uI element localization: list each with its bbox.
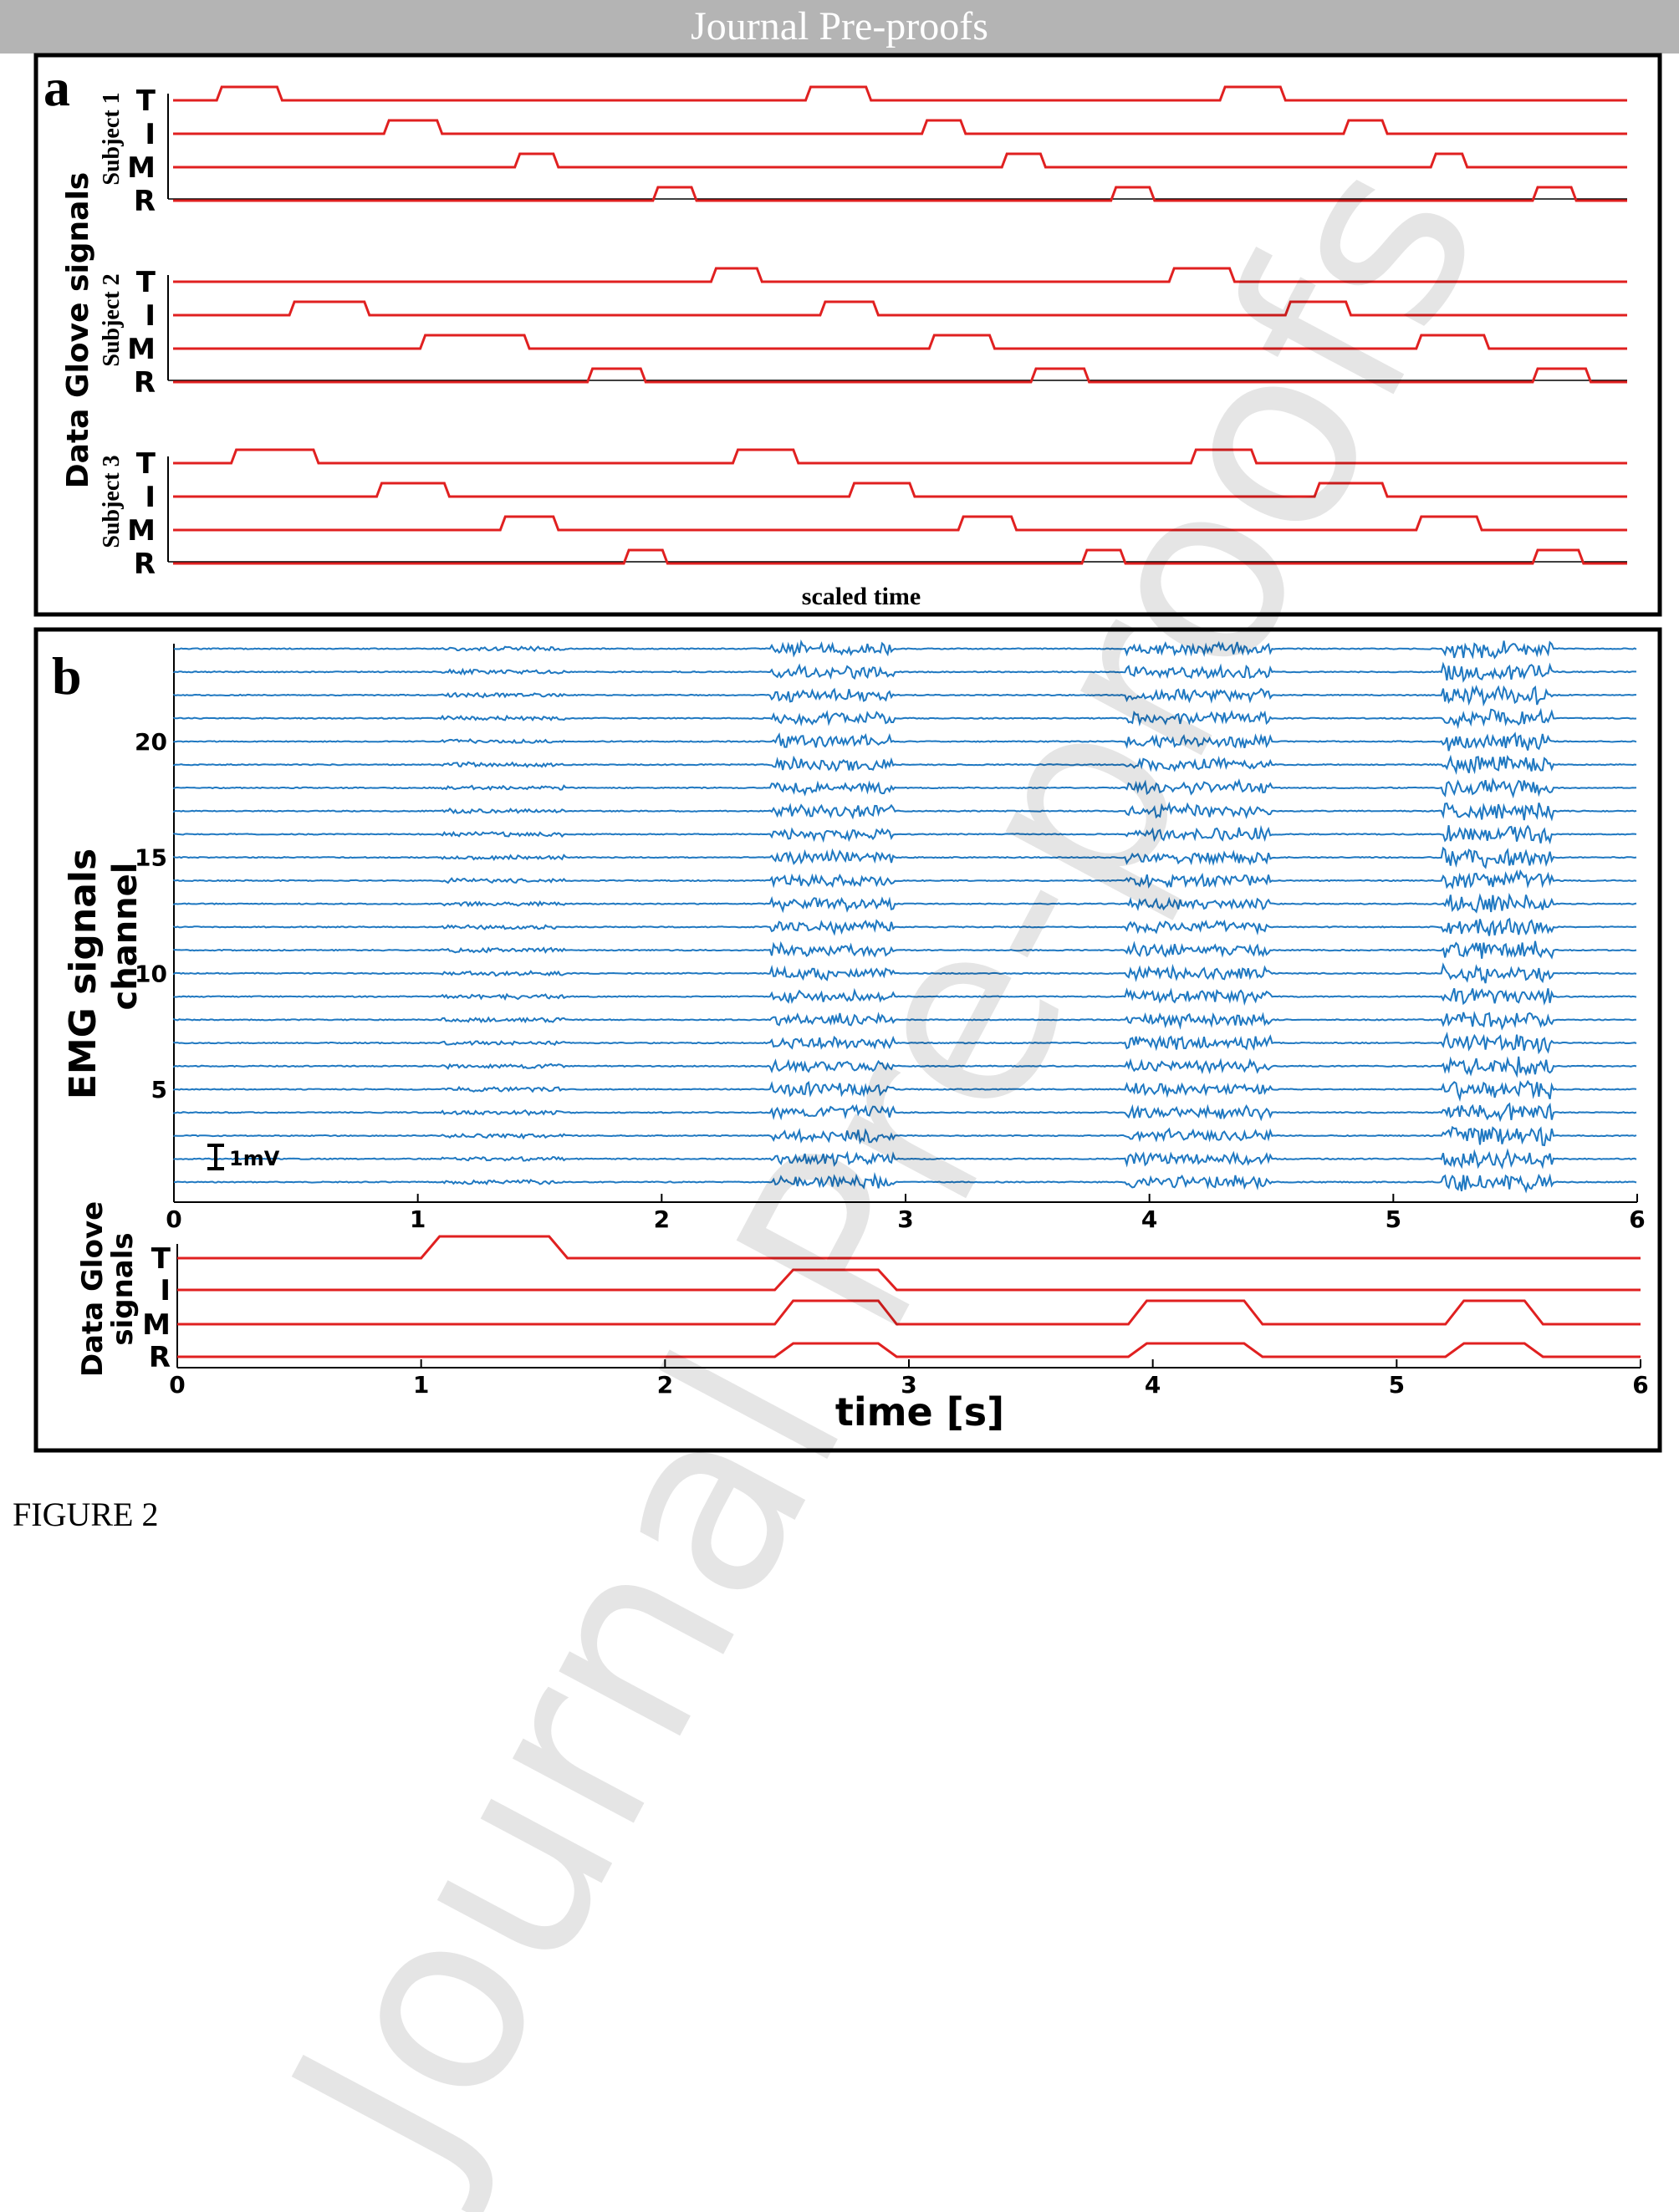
- glove-x-tick-label: 5: [1389, 1371, 1405, 1399]
- emg-channel-5: [173, 1079, 1637, 1103]
- finger-label-M: M: [127, 514, 156, 548]
- emg-y-tick-label: 20: [135, 728, 167, 756]
- finger-label-I: I: [145, 481, 156, 514]
- emg-channel-10: [173, 962, 1637, 984]
- emg-x-tick-label: 1: [410, 1205, 426, 1233]
- glove-finger-label-R: R: [149, 1341, 171, 1374]
- finger-label-T: T: [136, 447, 156, 481]
- emg-x-tick-label: 4: [1141, 1205, 1157, 1233]
- emg-y-tick-label: 10: [135, 960, 167, 987]
- emg-channel-18: [173, 777, 1637, 799]
- glove-trace-M: [173, 515, 1627, 532]
- emg-channel-21: [173, 707, 1637, 730]
- glove-trace-I: [173, 119, 1627, 135]
- glove-b-trace-I: [177, 1268, 1641, 1292]
- glove-b-trace-M: [177, 1299, 1641, 1326]
- emg-channel-14: [173, 869, 1637, 890]
- emg-plot: 0 1 2 3 4 5 6 5 10 15 20 1mV: [135, 639, 1646, 1233]
- glove-ylabel-1: Data Glove: [76, 1201, 110, 1377]
- glove-trace-I: [173, 482, 1627, 498]
- emg-x-tick-label: 0: [166, 1205, 181, 1233]
- emg-channel-22: [173, 685, 1636, 707]
- finger-label-R: R: [134, 548, 156, 581]
- glove-trace-T: [173, 448, 1627, 465]
- figure-2: a Data Glove signals scaled time Subject…: [33, 53, 1662, 1453]
- finger-label-M: M: [127, 151, 156, 185]
- glove-trace-R: [173, 186, 1627, 202]
- glove-x-tick-label: 1: [413, 1371, 429, 1399]
- glove-ylabel-2: signals: [106, 1232, 140, 1345]
- glove-trace-R: [173, 367, 1627, 384]
- emg-channel-19: [173, 754, 1637, 775]
- journal-banner: Journal Pre-proofs: [0, 0, 1679, 54]
- emg-channel-1: [173, 1171, 1637, 1194]
- glove-trace-I: [173, 300, 1627, 317]
- glove-finger-label-I: I: [160, 1274, 171, 1307]
- emg-channel-4: [173, 1102, 1637, 1123]
- emg-channel-7: [173, 1032, 1637, 1055]
- panel-b-ylabel-2: channel: [106, 863, 145, 1011]
- emg-x-tick-label: 3: [897, 1205, 913, 1233]
- finger-label-T: T: [136, 266, 156, 299]
- glove-x-tick-label: 6: [1632, 1371, 1648, 1399]
- glove-trace-M: [173, 334, 1627, 350]
- glove-trace-T: [173, 267, 1627, 283]
- emg-channel-2: [173, 1148, 1637, 1170]
- glove-x-tick-label: 2: [657, 1371, 673, 1399]
- panel-a-letter: a: [43, 58, 70, 117]
- finger-label-R: R: [134, 366, 156, 400]
- finger-label-I: I: [145, 299, 156, 333]
- glove-x-tick-label: 0: [169, 1371, 185, 1399]
- emg-channel-9: [173, 987, 1637, 1007]
- emg-channel-15: [173, 846, 1637, 869]
- glove-trace-M: [173, 152, 1627, 169]
- emg-y-tick-label: 5: [151, 1076, 167, 1103]
- panel-b-letter: b: [52, 646, 82, 706]
- emg-channel-16: [173, 824, 1637, 845]
- emg-channel-3: [173, 1125, 1637, 1147]
- glove-x-tick-label: 3: [901, 1371, 916, 1399]
- glove-b-trace-R: [177, 1342, 1641, 1358]
- panel-b-frame: [33, 627, 1662, 1453]
- emg-x-tick-label: 5: [1386, 1205, 1401, 1233]
- figure-caption: FIGURE 2: [13, 1496, 159, 1533]
- emg-channel-13: [173, 892, 1637, 914]
- finger-label-M: M: [127, 333, 156, 366]
- emg-channel-24: [173, 639, 1637, 660]
- emg-channel-20: [173, 731, 1637, 752]
- finger-label-I: I: [145, 118, 156, 151]
- panel-b-ylabel-1: EMG signals: [62, 849, 105, 1099]
- panel-a-xlabel: scaled time: [802, 583, 921, 610]
- emg-channel-17: [173, 801, 1637, 822]
- panel-b-xlabel: time [s]: [835, 1389, 1004, 1435]
- subject-label: Subject 1: [99, 92, 125, 185]
- glove-trace-R: [173, 548, 1627, 565]
- scale-bar: [207, 1144, 224, 1170]
- emg-x-tick-label: 6: [1629, 1205, 1645, 1233]
- glove-finger-label-T: T: [151, 1242, 171, 1276]
- emg-channel-12: [173, 917, 1637, 936]
- finger-label-T: T: [136, 84, 156, 118]
- glove-x-tick-label: 4: [1145, 1371, 1161, 1399]
- scale-bar-label: 1mV: [229, 1147, 280, 1170]
- emg-channel-11: [173, 940, 1637, 960]
- finger-label-R: R: [134, 185, 156, 218]
- subject-label: Subject 3: [99, 455, 125, 548]
- emg-channel-23: [173, 661, 1636, 683]
- glove-trace-T: [173, 85, 1627, 102]
- emg-y-tick-label: 15: [135, 844, 167, 872]
- emg-channel-8: [173, 1011, 1637, 1031]
- panel-a-ylabel: Data Glove signals: [61, 172, 95, 488]
- glove-finger-label-M: M: [142, 1308, 171, 1342]
- glove-b-trace-T: [177, 1235, 1641, 1260]
- subject-label: Subject 2: [99, 273, 125, 366]
- emg-x-tick-label: 2: [654, 1205, 670, 1233]
- panel-a-frame: [33, 53, 1662, 617]
- emg-channel-6: [173, 1056, 1637, 1078]
